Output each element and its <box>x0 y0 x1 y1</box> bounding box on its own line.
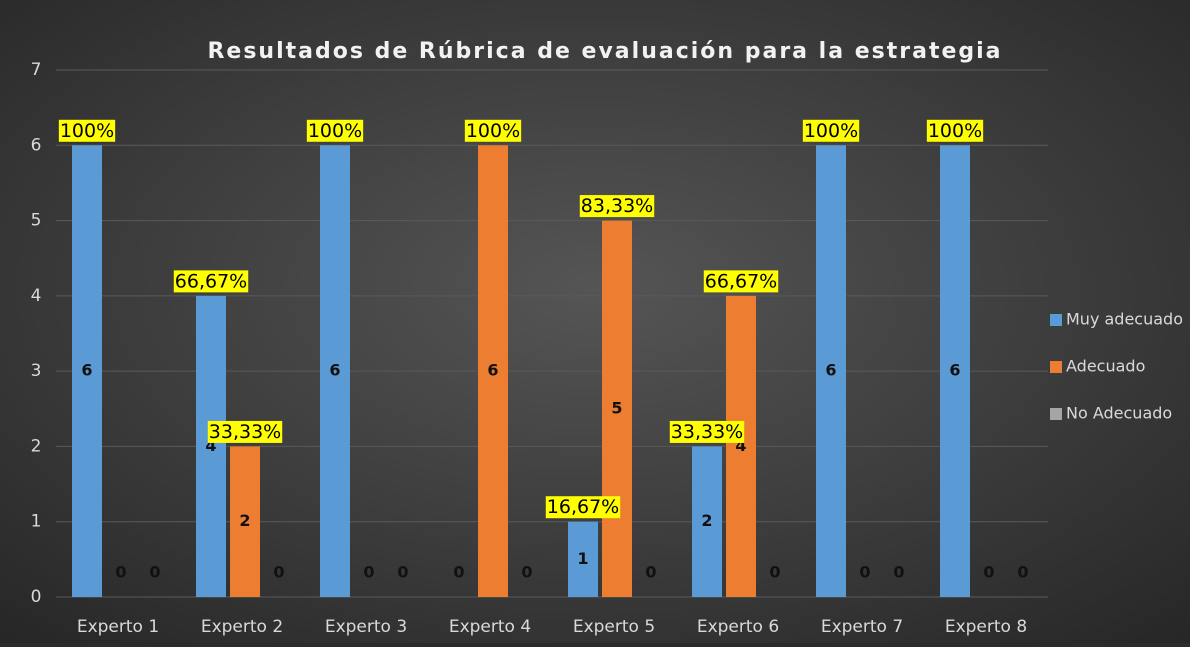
y-tick-label: 2 <box>31 436 42 456</box>
value-label: 6 <box>329 361 340 380</box>
percent-label-text: 83,33% <box>581 195 653 217</box>
percent-label-text: 100% <box>928 120 982 142</box>
y-tick-label: 3 <box>31 361 42 381</box>
value-label: 6 <box>949 361 960 380</box>
x-tick-label: Experto 7 <box>821 617 903 637</box>
percent-label-bg <box>703 270 779 293</box>
percent-label: 33,33% <box>207 420 283 443</box>
percent-label-text: 33,33% <box>671 421 743 443</box>
percent-label-text: 16,67% <box>547 496 619 518</box>
percent-label: 100% <box>802 119 860 142</box>
value-label: 0 <box>645 563 656 582</box>
percent-label-bg <box>926 119 984 142</box>
percent-label-text: 100% <box>804 120 858 142</box>
percent-label: 100% <box>464 119 522 142</box>
x-tick-label: Experto 6 <box>697 617 779 637</box>
x-tick-label: Experto 3 <box>325 617 407 637</box>
value-label: 0 <box>363 563 374 582</box>
x-tick-label: Experto 1 <box>77 617 159 637</box>
percent-label-text: 33,33% <box>209 421 281 443</box>
value-label: 0 <box>983 563 994 582</box>
y-tick-label: 4 <box>31 286 42 306</box>
bar <box>196 295 226 597</box>
percent-label-text: 66,67% <box>175 270 247 292</box>
legend-label: Muy adecuado <box>1066 310 1183 329</box>
percent-label-text: 66,67% <box>705 270 777 292</box>
percent-label: 16,67% <box>545 496 621 519</box>
value-label: 6 <box>487 361 498 380</box>
bar <box>320 145 350 598</box>
value-label: 0 <box>115 563 126 582</box>
bar <box>602 220 632 598</box>
percent-label-bg <box>669 420 745 443</box>
bar <box>692 446 722 597</box>
percent-label-bg <box>579 195 655 218</box>
value-label: 2 <box>239 511 250 530</box>
bar <box>478 145 508 598</box>
x-tick-label: Experto 4 <box>449 617 531 637</box>
value-label: 0 <box>521 563 532 582</box>
percent-label-text: 100% <box>308 120 362 142</box>
bar <box>72 145 102 598</box>
percent-label-bg <box>306 119 364 142</box>
percent-label-bg <box>802 119 860 142</box>
value-label: 6 <box>81 361 92 380</box>
y-tick-label: 5 <box>31 211 42 231</box>
percent-label-bg <box>173 270 249 293</box>
chart-title: Resultados de Rúbrica de evaluación para… <box>207 39 1002 64</box>
percent-label-text: 100% <box>60 120 114 142</box>
value-label: 4 <box>205 436 216 455</box>
percent-label: 100% <box>306 119 364 142</box>
x-tick-label: Experto 2 <box>201 617 283 637</box>
percent-label: 83,33% <box>579 195 655 218</box>
percent-label: 100% <box>926 119 984 142</box>
bar <box>568 521 598 597</box>
value-label: 0 <box>453 563 464 582</box>
percent-label-bg <box>545 496 621 519</box>
value-label: 0 <box>859 563 870 582</box>
value-label: 0 <box>149 563 160 582</box>
value-label: 0 <box>273 563 284 582</box>
percent-label-bg <box>207 420 283 443</box>
x-tick-label: Experto 8 <box>945 617 1027 637</box>
value-label: 0 <box>769 563 780 582</box>
x-tick-label: Experto 5 <box>573 617 655 637</box>
value-label: 0 <box>1017 563 1028 582</box>
percent-label: 66,67% <box>703 270 779 293</box>
bar <box>816 145 846 598</box>
y-tick-label: 7 <box>31 60 42 80</box>
y-tick-label: 6 <box>31 135 42 155</box>
bar <box>726 295 756 597</box>
legend-swatch <box>1050 361 1062 373</box>
value-label: 0 <box>397 563 408 582</box>
legend-swatch <box>1050 314 1062 326</box>
legend-label: Adecuado <box>1066 357 1145 376</box>
percent-label: 66,67% <box>173 270 249 293</box>
value-label: 4 <box>735 436 746 455</box>
bar <box>230 446 260 597</box>
bar <box>940 145 970 598</box>
value-label: 0 <box>893 563 904 582</box>
value-label: 5 <box>611 398 622 417</box>
percent-label-text: 100% <box>466 120 520 142</box>
y-tick-label: 1 <box>31 512 42 532</box>
percent-label-bg <box>58 119 116 142</box>
legend-label: No Adecuado <box>1066 404 1172 423</box>
value-label: 1 <box>577 549 588 568</box>
y-tick-label: 0 <box>31 587 42 607</box>
value-label: 2 <box>701 511 712 530</box>
percent-label: 100% <box>58 119 116 142</box>
percent-label-bg <box>464 119 522 142</box>
value-label: 6 <box>825 361 836 380</box>
legend-swatch <box>1050 408 1062 420</box>
percent-label: 33,33% <box>669 420 745 443</box>
